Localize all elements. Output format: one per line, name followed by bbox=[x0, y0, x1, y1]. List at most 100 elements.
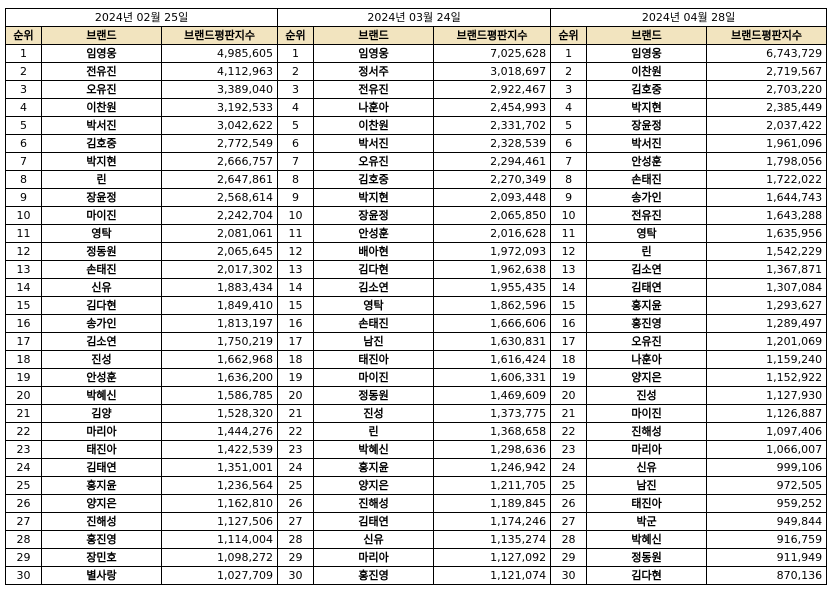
brand-cell: 박지현 bbox=[313, 188, 435, 207]
brand-cell: 양지은 bbox=[313, 476, 435, 495]
index-cell: 1,469,609 bbox=[433, 386, 552, 405]
rank-cell: 11 bbox=[550, 224, 588, 243]
brand-cell: 정동원 bbox=[586, 548, 708, 567]
table-row: 27 박군 949,844 bbox=[550, 512, 828, 531]
rank-cell: 13 bbox=[5, 260, 42, 279]
table-row: 29 장민호 1,098,272 bbox=[5, 548, 279, 567]
table-row: 6 박서진 2,328,539 bbox=[277, 134, 552, 153]
index-cell: 1,798,056 bbox=[706, 152, 828, 171]
index-cell: 2,294,461 bbox=[433, 152, 552, 171]
table-row: 26 양지은 1,162,810 bbox=[5, 494, 279, 513]
index-cell: 1,883,434 bbox=[160, 278, 279, 297]
rank-cell: 20 bbox=[5, 386, 42, 405]
table-row: 4 박지현 2,385,449 bbox=[550, 98, 828, 117]
table-row: 3 김호중 2,703,220 bbox=[550, 80, 828, 99]
index-cell: 2,568,614 bbox=[160, 188, 279, 207]
brand-cell: 남진 bbox=[313, 332, 435, 351]
index-cell: 949,844 bbox=[706, 512, 828, 531]
index-cell: 1,662,968 bbox=[160, 350, 279, 369]
brand-cell: 신유 bbox=[41, 278, 162, 297]
index-cell: 2,081,061 bbox=[160, 224, 279, 243]
index-cell: 1,126,887 bbox=[706, 404, 828, 423]
table-row: 9 장윤정 2,568,614 bbox=[5, 188, 279, 207]
index-cell: 1,121,074 bbox=[433, 566, 552, 585]
table-row: 8 손태진 1,722,022 bbox=[550, 170, 828, 189]
table-row: 22 린 1,368,658 bbox=[277, 422, 552, 441]
rank-cell: 6 bbox=[277, 134, 315, 153]
column-header-row: 순위 브랜드 브랜드평판지수 bbox=[550, 26, 828, 45]
index-cell: 1,098,272 bbox=[160, 548, 279, 567]
index-cell: 911,949 bbox=[706, 548, 828, 567]
rank-cell: 6 bbox=[5, 134, 42, 153]
rank-cell: 22 bbox=[550, 422, 588, 441]
table-row: 23 태진아 1,422,539 bbox=[5, 440, 279, 459]
table-row: 30 별사랑 1,027,709 bbox=[5, 566, 279, 585]
index-cell: 916,759 bbox=[706, 530, 828, 549]
index-cell: 1,961,096 bbox=[706, 134, 828, 153]
brand-cell: 김호중 bbox=[41, 134, 162, 153]
rank-cell: 8 bbox=[5, 170, 42, 189]
rank-cell: 25 bbox=[550, 476, 588, 495]
rank-cell: 1 bbox=[550, 44, 588, 63]
brand-cell: 장민호 bbox=[41, 548, 162, 567]
rank-cell: 14 bbox=[5, 278, 42, 297]
rank-cell: 12 bbox=[277, 242, 315, 261]
rank-cell: 18 bbox=[550, 350, 588, 369]
brand-cell: 배아현 bbox=[313, 242, 435, 261]
rank-cell: 24 bbox=[277, 458, 315, 477]
brand-cell: 나훈아 bbox=[313, 98, 435, 117]
rank-cell: 4 bbox=[550, 98, 588, 117]
rank-cell: 19 bbox=[277, 368, 315, 387]
index-cell: 1,152,922 bbox=[706, 368, 828, 387]
index-cell: 1,027,709 bbox=[160, 566, 279, 585]
brand-cell: 홍진영 bbox=[41, 530, 162, 549]
brand-cell: 김소연 bbox=[313, 278, 435, 297]
index-cell: 2,093,448 bbox=[433, 188, 552, 207]
brand-cell: 영탁 bbox=[313, 296, 435, 315]
brand-cell: 김다현 bbox=[41, 296, 162, 315]
column-header-rank: 순위 bbox=[277, 26, 315, 45]
index-cell: 2,703,220 bbox=[706, 80, 828, 99]
rank-cell: 28 bbox=[277, 530, 315, 549]
rank-cell: 21 bbox=[5, 404, 42, 423]
table-row: 24 신유 999,106 bbox=[550, 458, 828, 477]
table-row: 11 영탁 2,081,061 bbox=[5, 224, 279, 243]
table-row: 7 안성훈 1,798,056 bbox=[550, 152, 828, 171]
index-cell: 3,192,533 bbox=[160, 98, 279, 117]
ranking-tables: 2024년 02월 25일 순위 브랜드 브랜드평판지수 1 임영웅 4,985,605 2 전… bbox=[4, 8, 828, 585]
table-row: 13 손태진 2,017,302 bbox=[5, 260, 279, 279]
table-row: 23 박혜신 1,298,636 bbox=[277, 440, 552, 459]
brand-cell: 마리아 bbox=[586, 440, 708, 459]
index-cell: 1,586,785 bbox=[160, 386, 279, 405]
index-cell: 1,849,410 bbox=[160, 296, 279, 315]
brand-cell: 임영웅 bbox=[586, 44, 708, 63]
index-cell: 2,016,628 bbox=[433, 224, 552, 243]
index-cell: 4,112,963 bbox=[160, 62, 279, 81]
index-cell: 2,037,422 bbox=[706, 116, 828, 135]
index-cell: 1,750,219 bbox=[160, 332, 279, 351]
rank-cell: 30 bbox=[550, 566, 588, 585]
rank-cell: 8 bbox=[550, 170, 588, 189]
brand-cell: 박서진 bbox=[41, 116, 162, 135]
index-cell: 1,351,001 bbox=[160, 458, 279, 477]
brand-cell: 태진아 bbox=[586, 494, 708, 513]
ranking-table-feb: 2024년 02월 25일 순위 브랜드 브랜드평판지수 1 임영웅 4,985,605 2 전… bbox=[4, 8, 279, 585]
index-cell: 2,331,702 bbox=[433, 116, 552, 135]
table-row: 7 오유진 2,294,461 bbox=[277, 152, 552, 171]
rank-cell: 23 bbox=[550, 440, 588, 459]
table-row: 8 김호중 2,270,349 bbox=[277, 170, 552, 189]
table-row: 5 이찬원 2,331,702 bbox=[277, 116, 552, 135]
rank-cell: 7 bbox=[277, 152, 315, 171]
table-row: 9 송가인 1,644,743 bbox=[550, 188, 828, 207]
table-row: 8 린 2,647,861 bbox=[5, 170, 279, 189]
table-row: 17 오유진 1,201,069 bbox=[550, 332, 828, 351]
index-cell: 972,505 bbox=[706, 476, 828, 495]
index-cell: 2,270,349 bbox=[433, 170, 552, 189]
index-cell: 1,542,229 bbox=[706, 242, 828, 261]
table-row: 16 손태진 1,666,606 bbox=[277, 314, 552, 333]
table-row: 15 김다현 1,849,410 bbox=[5, 296, 279, 315]
table-row: 18 태진아 1,616,424 bbox=[277, 350, 552, 369]
rank-cell: 2 bbox=[550, 62, 588, 81]
rank-cell: 9 bbox=[277, 188, 315, 207]
table-row: 10 마이진 2,242,704 bbox=[5, 206, 279, 225]
